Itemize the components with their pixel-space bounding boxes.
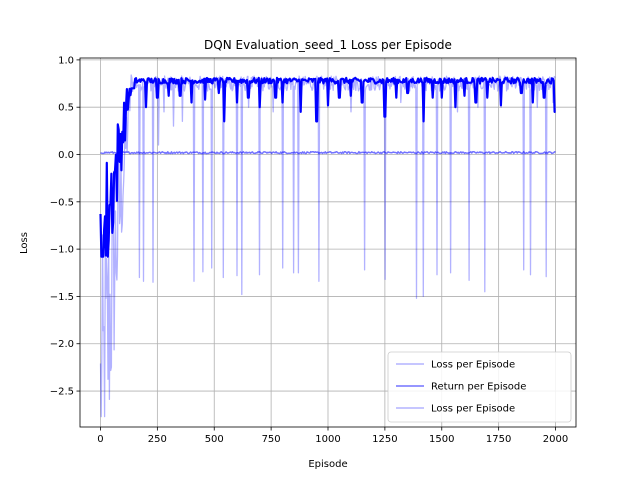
- y-tick-label: −2.5: [50, 387, 74, 398]
- legend-label: Return per Episode: [431, 382, 526, 393]
- chart-title: DQN Evaluation_seed_1 Loss per Episode: [204, 38, 452, 52]
- y-tick-label: −1.0: [50, 245, 74, 256]
- x-tick-label: 750: [262, 434, 281, 445]
- x-tick-label: 0: [97, 434, 103, 445]
- legend-label: Loss per Episode: [431, 404, 515, 415]
- x-tick-label: 500: [205, 434, 224, 445]
- legend-box: [387, 351, 572, 423]
- x-tick-label: 1000: [315, 434, 340, 445]
- series-line-1: [100, 150, 556, 155]
- x-tick-label: 2000: [543, 434, 568, 445]
- plot-area: [99, 74, 556, 418]
- series-line-2: [99, 76, 556, 258]
- y-tick-label: −0.5: [50, 197, 74, 208]
- y-tick-label: 1.0: [58, 55, 74, 66]
- x-axis-label: Episode: [308, 459, 347, 470]
- x-tick-label: 1250: [372, 434, 397, 445]
- series-line-0: [99, 74, 556, 418]
- x-tick-label: 250: [148, 434, 167, 445]
- y-tick-label: −1.5: [50, 292, 74, 303]
- legend-label: Loss per Episode: [431, 360, 515, 371]
- y-tick-label: 0.5: [58, 103, 74, 114]
- y-axis-label: Loss: [19, 232, 30, 254]
- x-tick-label: 1750: [486, 434, 511, 445]
- ticks: 0 250 500 750 1000 1250 1500 1750 2000 1.0 0.5 0.0 −…: [50, 55, 569, 445]
- y-tick-label: 0.0: [58, 150, 74, 161]
- y-tick-label: −2.0: [50, 339, 74, 350]
- legend: Loss per Episode Return per Episode Loss p…: [387, 351, 572, 423]
- grid: [80, 58, 576, 427]
- x-tick-label: 1500: [429, 434, 454, 445]
